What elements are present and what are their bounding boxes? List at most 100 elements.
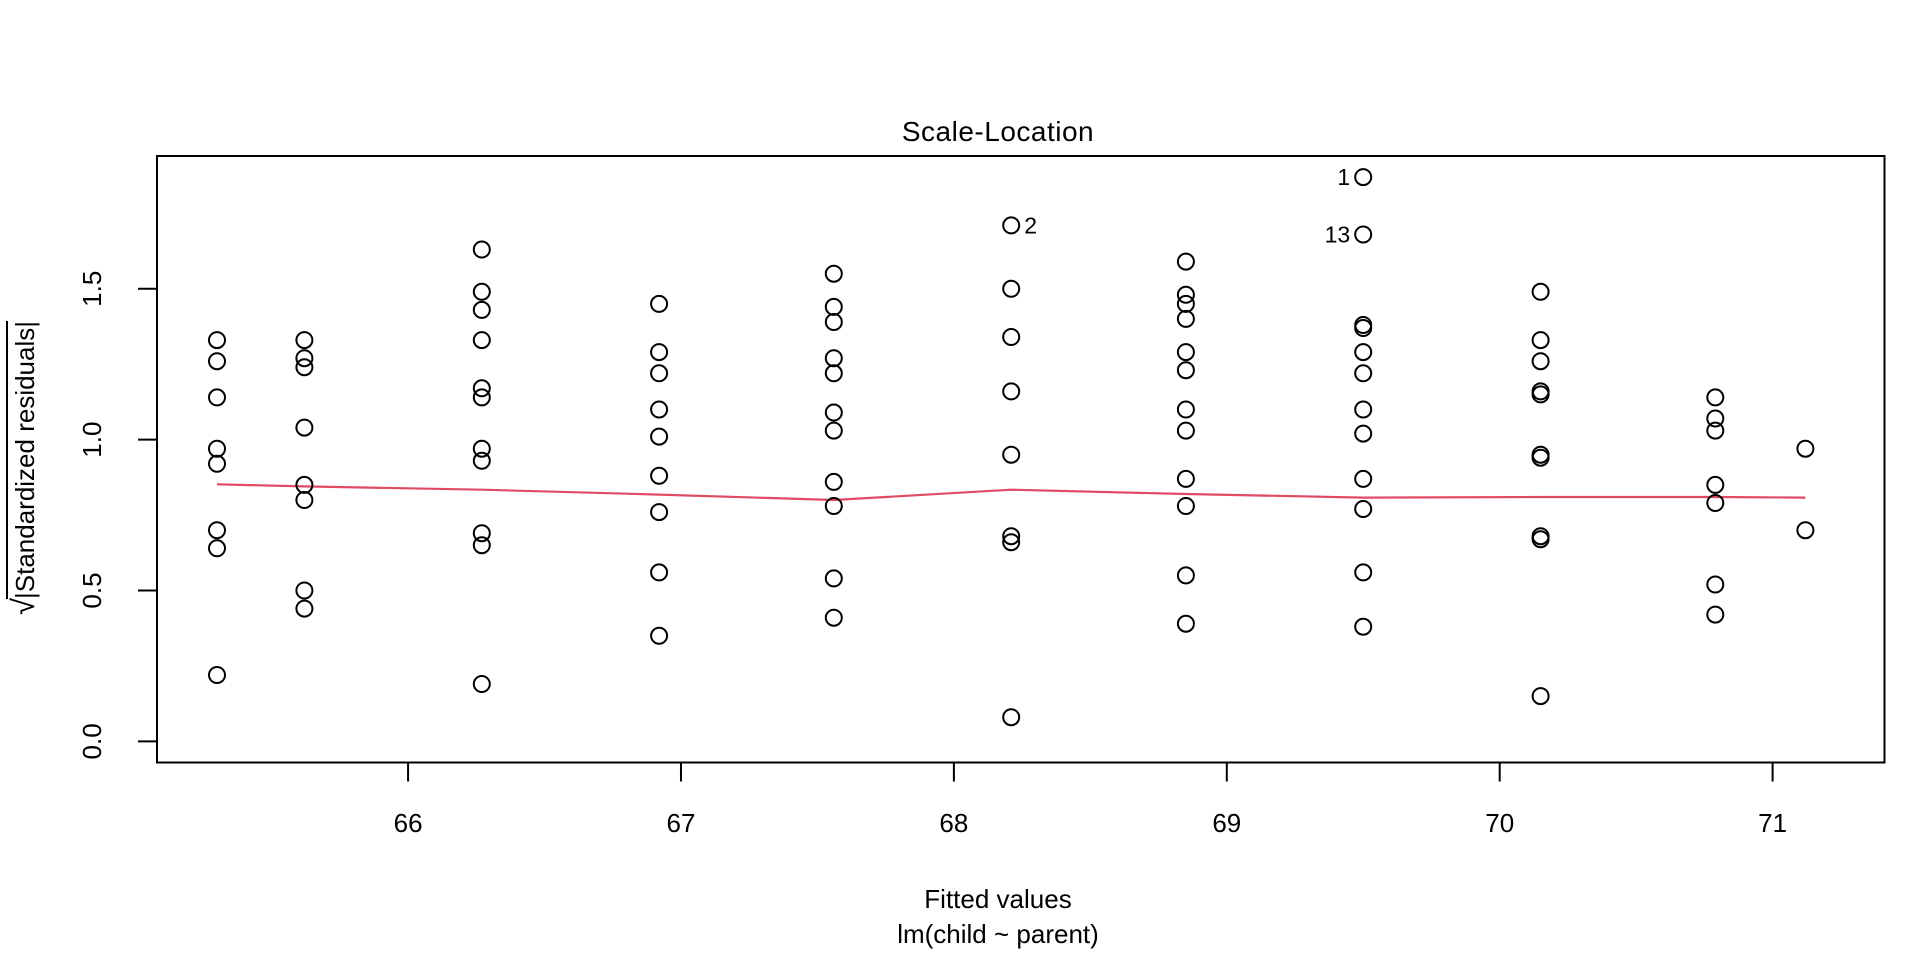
x-tick-label: 70 xyxy=(1485,808,1514,838)
point-id-label: 13 xyxy=(1325,222,1351,248)
data-point xyxy=(472,300,491,319)
data-point xyxy=(1531,530,1550,549)
data-point xyxy=(1706,475,1725,494)
data-point xyxy=(1002,445,1021,464)
smooth-line xyxy=(216,483,1806,502)
data-point xyxy=(295,418,314,437)
data-point xyxy=(208,352,226,371)
data-point xyxy=(295,491,314,509)
y-tick-label: 0.0 xyxy=(77,723,107,759)
data-point xyxy=(1354,168,1373,187)
data-point xyxy=(824,497,843,515)
x-axis-label: Fitted values xyxy=(924,884,1072,914)
data-point xyxy=(295,599,314,618)
data-point xyxy=(824,403,843,422)
plot-frame xyxy=(156,155,1886,764)
data-point xyxy=(295,581,314,600)
data-point xyxy=(472,379,491,398)
data-point xyxy=(1706,605,1725,624)
data-point xyxy=(1176,294,1195,313)
data-point xyxy=(824,364,843,383)
model-formula-label: lm(child ~ parent) xyxy=(897,919,1099,949)
data-point xyxy=(1706,388,1725,407)
data-point xyxy=(650,364,669,383)
data-point xyxy=(208,539,226,558)
data-point xyxy=(1531,282,1550,301)
data-point xyxy=(1531,687,1550,706)
x-tick-label: 69 xyxy=(1212,808,1241,838)
data-point xyxy=(208,331,226,350)
data-point xyxy=(1354,469,1373,488)
data-point xyxy=(1176,400,1195,419)
data-point xyxy=(208,454,226,473)
data-point xyxy=(650,466,669,485)
data-point xyxy=(208,521,226,540)
data-point xyxy=(472,675,491,693)
data-point xyxy=(1706,421,1725,440)
data-point xyxy=(1002,708,1021,727)
data-point xyxy=(1176,469,1195,488)
data-point xyxy=(1176,285,1195,304)
data-point xyxy=(1176,252,1195,271)
data-point xyxy=(1176,566,1195,585)
data-point xyxy=(1706,575,1725,594)
data-point xyxy=(208,388,226,407)
data-point xyxy=(208,439,226,458)
data-point xyxy=(472,451,491,470)
data-point xyxy=(650,427,669,446)
data-point xyxy=(650,400,669,419)
data-point xyxy=(472,282,491,301)
data-point xyxy=(295,358,314,377)
data-point xyxy=(1531,352,1550,371)
data-point xyxy=(1176,421,1195,440)
data-point xyxy=(1354,400,1373,419)
data-point xyxy=(824,349,843,368)
data-point xyxy=(1176,497,1195,515)
data-point xyxy=(650,503,669,522)
data-point xyxy=(295,331,314,350)
data-point xyxy=(650,294,669,313)
x-tick-label: 68 xyxy=(939,808,968,838)
data-point xyxy=(650,343,669,362)
data-point xyxy=(1531,448,1550,467)
data-point xyxy=(1002,279,1021,298)
y-tick-label: 1.0 xyxy=(77,422,107,458)
data-point xyxy=(295,475,314,494)
data-point xyxy=(1796,439,1815,458)
data-point xyxy=(1002,216,1021,235)
data-point xyxy=(1002,533,1021,552)
data-point xyxy=(1354,424,1373,443)
data-point xyxy=(824,421,843,440)
data-point xyxy=(1354,319,1373,337)
data-point xyxy=(1002,527,1021,546)
data-point xyxy=(1354,617,1373,636)
data-point xyxy=(472,536,491,555)
data-point xyxy=(1354,364,1373,383)
data-point xyxy=(1796,521,1815,540)
data-point xyxy=(1706,494,1725,512)
y-tick-label: 1.5 xyxy=(77,271,107,307)
y-tick-label: 0.5 xyxy=(77,572,107,608)
data-point xyxy=(1002,382,1021,401)
data-point xyxy=(1176,309,1195,328)
data-point xyxy=(1176,361,1195,380)
data-point xyxy=(1002,328,1021,346)
data-point xyxy=(1176,343,1195,362)
data-point xyxy=(650,563,669,582)
data-point xyxy=(824,569,843,588)
data-point xyxy=(1706,409,1725,428)
data-point xyxy=(1176,614,1195,633)
data-point xyxy=(824,264,843,283)
data-point xyxy=(472,388,491,407)
data-point xyxy=(472,439,491,458)
data-point xyxy=(472,331,491,350)
x-tick-label: 66 xyxy=(394,808,423,838)
x-tick-label: 71 xyxy=(1758,808,1787,838)
x-tick-label: 67 xyxy=(667,808,696,838)
data-point xyxy=(824,313,843,331)
point-id-label: 1 xyxy=(1337,164,1350,190)
point-id-label: 2 xyxy=(1024,212,1037,238)
plot-title: Scale-Location xyxy=(901,116,1095,147)
data-point xyxy=(824,472,843,491)
